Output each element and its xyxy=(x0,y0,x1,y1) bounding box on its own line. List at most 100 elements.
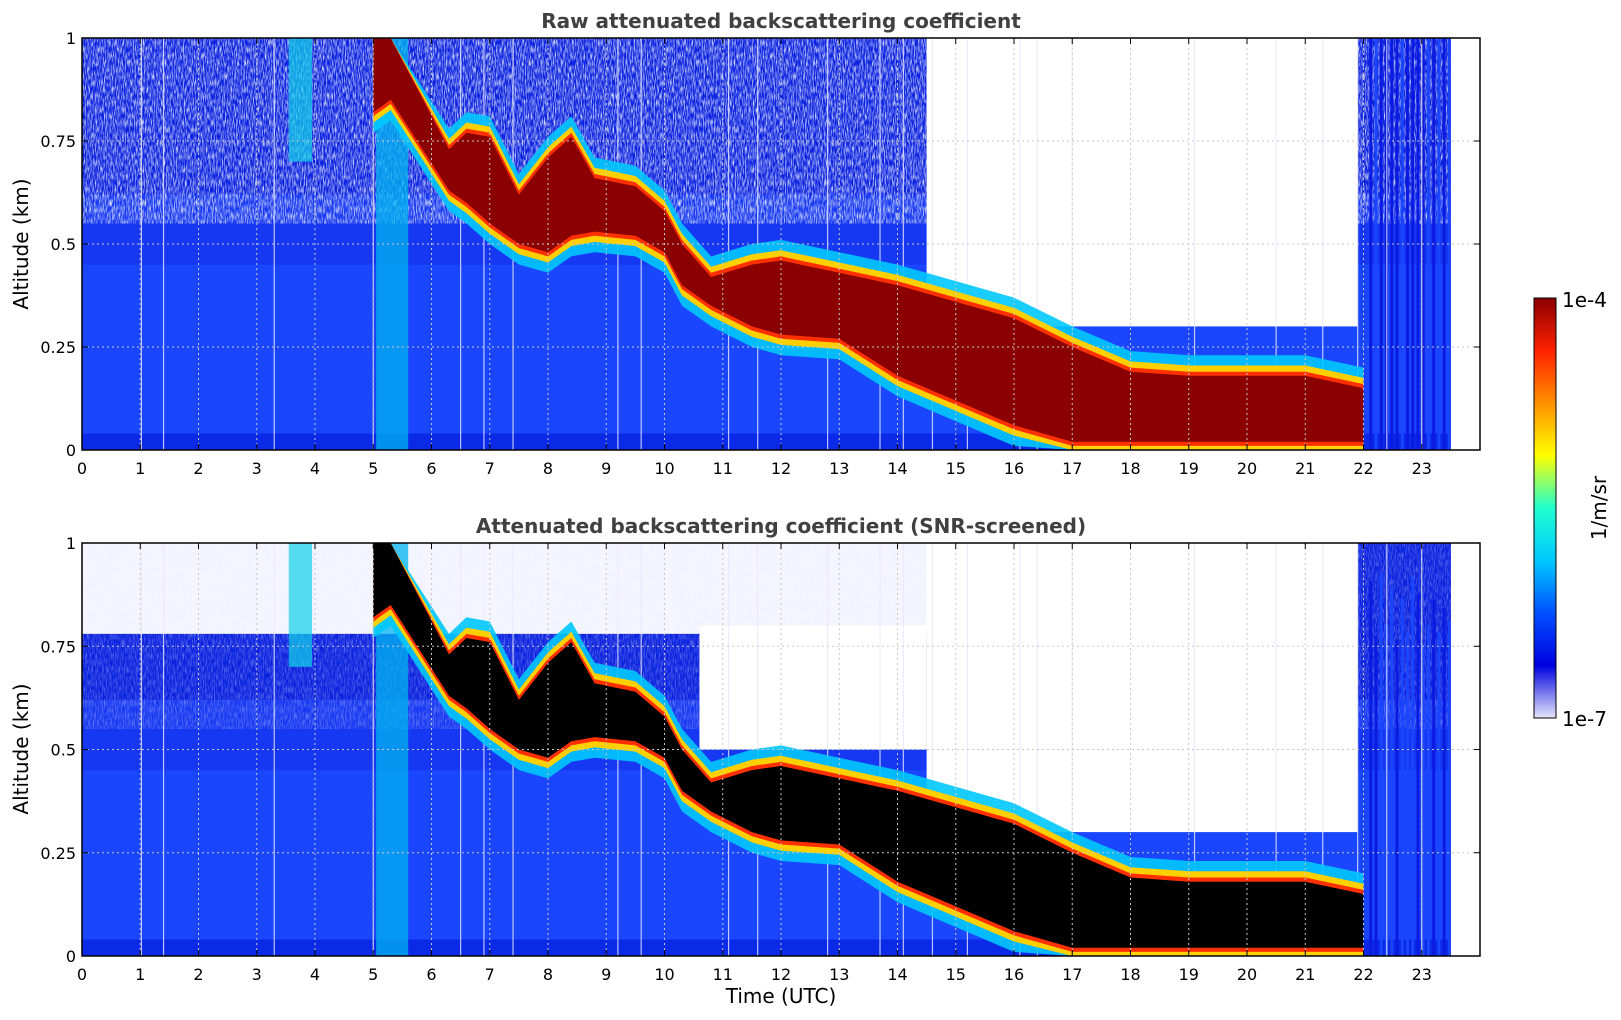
precip-column xyxy=(288,543,313,667)
x-tick-label: 18 xyxy=(1120,459,1140,478)
cloud-core xyxy=(373,543,1364,948)
panel-title: Raw attenuated backscattering coefficien… xyxy=(541,9,1021,33)
heatmap-column xyxy=(1421,644,1425,956)
grid-lines xyxy=(82,38,1480,450)
x-tick-label: 15 xyxy=(946,459,966,478)
x-tick-label: 21 xyxy=(1295,459,1315,478)
cloud-halo-outer xyxy=(373,38,1364,450)
x-tick-label: 14 xyxy=(887,965,907,984)
colorbar-min-label: 1e-7 xyxy=(1562,707,1607,731)
x-tick-label: 5 xyxy=(368,965,378,984)
y-tick-label: 0 xyxy=(66,947,76,966)
x-tick-label: 7 xyxy=(485,459,495,478)
y-axis-label: Altitude (km) xyxy=(9,178,33,309)
y-tick-label: 0.75 xyxy=(40,132,76,151)
heatmap-area xyxy=(82,543,1480,956)
y-tick-label: 0.5 xyxy=(51,741,76,760)
cloud-layer xyxy=(373,38,1364,450)
x-tick-label: 12 xyxy=(771,965,791,984)
heatmap-column xyxy=(1447,38,1451,450)
heatmap-column xyxy=(1379,38,1383,450)
panel-title: Attenuated backscattering coefficient (S… xyxy=(476,514,1086,538)
y-axis-ticks: 0 0.25 0.5 0.75 1 xyxy=(40,29,1480,460)
heatmap-column xyxy=(1432,599,1436,956)
x-tick-label: 12 xyxy=(771,459,791,478)
x-tick-label: 6 xyxy=(426,459,436,478)
colorbar-unit-label: 1/m/sr xyxy=(1587,475,1611,540)
y-tick-label: 0.25 xyxy=(40,338,76,357)
heatmap-column xyxy=(1406,631,1409,956)
heatmap-column xyxy=(1374,635,1378,956)
heatmap-column xyxy=(1379,572,1383,956)
y-axis-ticks: 0 0.25 0.5 0.75 1 xyxy=(40,534,1480,966)
x-tick-label: 3 xyxy=(252,459,262,478)
x-tick-label: 22 xyxy=(1353,965,1373,984)
colorbar: 1e-4 1e-7 1/m/sr xyxy=(1533,288,1611,731)
x-tick-label: 13 xyxy=(829,965,849,984)
screened-region xyxy=(82,543,1358,634)
x-tick-label: 0 xyxy=(77,965,87,984)
heatmap-column xyxy=(1411,576,1415,956)
x-tick-label: 1 xyxy=(135,965,145,984)
clear-sky-region xyxy=(926,38,1358,327)
heatmap-column xyxy=(1447,621,1451,956)
heatmap-column xyxy=(1390,38,1394,450)
x-tick-label: 21 xyxy=(1295,965,1315,984)
x-tick-label: 20 xyxy=(1237,965,1257,984)
heatmap-column xyxy=(1390,586,1394,956)
x-tick-label: 10 xyxy=(654,965,674,984)
x-tick-label: 8 xyxy=(543,459,553,478)
x-tick-label: 6 xyxy=(426,965,436,984)
colorbar-scale xyxy=(1533,297,1557,719)
x-tick-label: 3 xyxy=(252,965,262,984)
precip-column xyxy=(288,38,313,162)
x-tick-label: 13 xyxy=(829,459,849,478)
x-tick-label: 4 xyxy=(310,459,320,478)
x-tick-label: 16 xyxy=(1004,965,1024,984)
heatmap-column xyxy=(1395,38,1399,450)
x-tick-label: 23 xyxy=(1412,965,1432,984)
x-tick-label: 9 xyxy=(601,965,611,984)
heatmap-column xyxy=(1426,625,1430,956)
x-tick-label: 20 xyxy=(1237,459,1257,478)
y-tick-label: 1 xyxy=(66,534,76,553)
x-tick-label: 2 xyxy=(193,965,203,984)
x-tick-label: 5 xyxy=(368,459,378,478)
x-axis-ticks: 0 1 2 3 4 5 6 7 8 9 10 11 12 13 14 15 16 17 18 19 20 21 22 23 xyxy=(77,38,1432,478)
x-tick-label: 7 xyxy=(485,965,495,984)
colorbar-max-label: 1e-4 xyxy=(1562,288,1607,312)
x-tick-label: 19 xyxy=(1179,965,1199,984)
heatmap-column xyxy=(1442,38,1446,450)
x-tick-label: 11 xyxy=(713,965,733,984)
y-tick-label: 0.5 xyxy=(51,235,76,254)
y-axis-label: Altitude (km) xyxy=(9,683,33,814)
x-tick-label: 2 xyxy=(193,459,203,478)
x-tick-label: 8 xyxy=(543,965,553,984)
x-tick-label: 16 xyxy=(1004,459,1024,478)
heatmap-cells xyxy=(82,38,1451,450)
x-tick-label: 17 xyxy=(1062,459,1082,478)
raw-backscatter-panel: Raw attenuated backscattering coefficien… xyxy=(9,9,1481,478)
x-tick-label: 23 xyxy=(1412,459,1432,478)
screened-region xyxy=(699,625,927,750)
x-tick-label: 14 xyxy=(887,459,907,478)
heatmap-column xyxy=(1442,607,1446,956)
y-tick-label: 1 xyxy=(66,29,76,48)
heatmap-column xyxy=(1395,639,1399,956)
cloud-core xyxy=(373,38,1364,442)
y-tick-label: 0 xyxy=(66,441,76,460)
y-tick-label: 0.75 xyxy=(40,637,76,656)
x-tick-label: 11 xyxy=(713,459,733,478)
heatmap-column xyxy=(1374,38,1378,450)
x-tick-label: 1 xyxy=(135,459,145,478)
cloud-halo-outer xyxy=(373,543,1364,956)
heatmap-column xyxy=(1369,580,1373,956)
grid-lines xyxy=(82,543,1480,956)
x-tick-label: 17 xyxy=(1062,965,1082,984)
x-tick-label: 0 xyxy=(77,459,87,478)
heatmap-column xyxy=(1437,631,1441,956)
heatmap-area xyxy=(82,38,1480,450)
snr-screened-panel: Attenuated backscattering coefficient (S… xyxy=(9,514,1481,1008)
x-tick-label: 18 xyxy=(1120,965,1140,984)
